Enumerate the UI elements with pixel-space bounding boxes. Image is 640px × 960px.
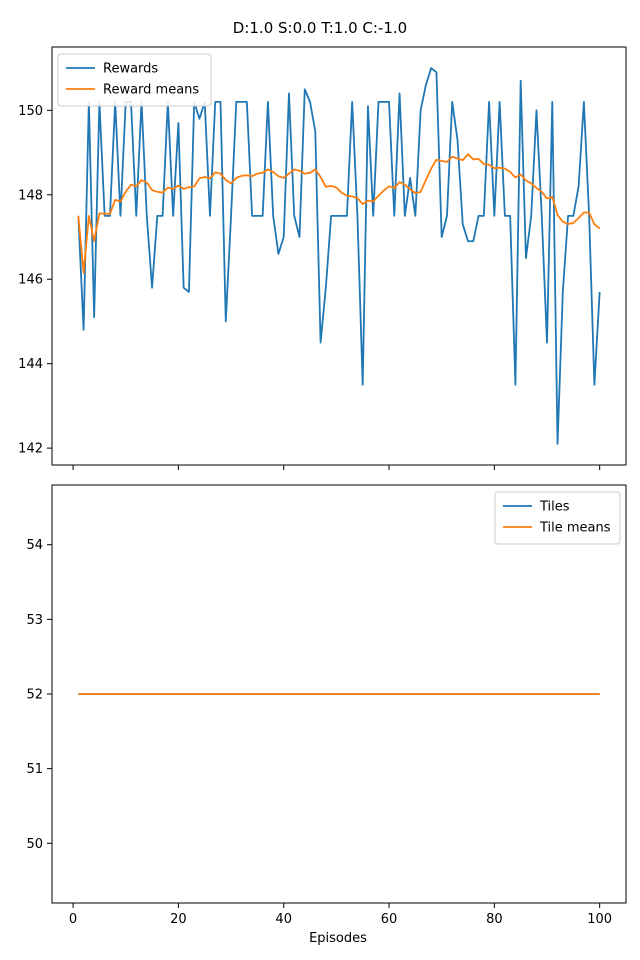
x-axis-label: Episodes: [309, 931, 367, 946]
series-line-reward-means: [77, 153, 601, 274]
tiles-chart: 0 20 40 60 80 100 50 51 52 53 54 Tiles Tile means: [26, 484, 627, 927]
y-tick-label: 54: [26, 538, 43, 553]
figure-title: D:1.0 S:0.0 T:1.0 C:-1.0: [233, 19, 407, 37]
y-tick-label: 52: [26, 688, 43, 703]
y-tick-label: 148: [18, 188, 43, 203]
legend-label: Tile means: [539, 521, 611, 536]
x-tick-label: 40: [275, 912, 292, 927]
x-tick-label: 0: [69, 912, 77, 927]
x-tick-label: 80: [486, 912, 503, 927]
legend-label: Rewards: [103, 62, 158, 77]
series-line-rewards: [77, 67, 601, 445]
x-tick-label: 60: [381, 912, 398, 927]
y-tick-label: 50: [26, 837, 43, 852]
y-tick-label: 144: [18, 357, 43, 372]
x-tick-label: 20: [170, 912, 187, 927]
legend-box: [494, 491, 621, 545]
y-tick-label: 53: [26, 613, 43, 628]
legend-box: [57, 53, 212, 107]
rewards-chart: 142 144 146 148 150 Rewards Reward means: [18, 46, 627, 470]
y-tick-label: 51: [26, 762, 43, 777]
x-tick-label: 100: [587, 912, 612, 927]
legend-label: Tiles: [539, 500, 570, 515]
y-tick-label: 142: [18, 442, 43, 457]
y-tick-label: 150: [18, 104, 43, 119]
axes-frame: [51, 46, 627, 466]
y-tick-label: 146: [18, 273, 43, 288]
legend: Tiles Tile means: [494, 491, 621, 545]
legend-label: Reward means: [103, 83, 199, 98]
legend: Rewards Reward means: [57, 53, 212, 107]
